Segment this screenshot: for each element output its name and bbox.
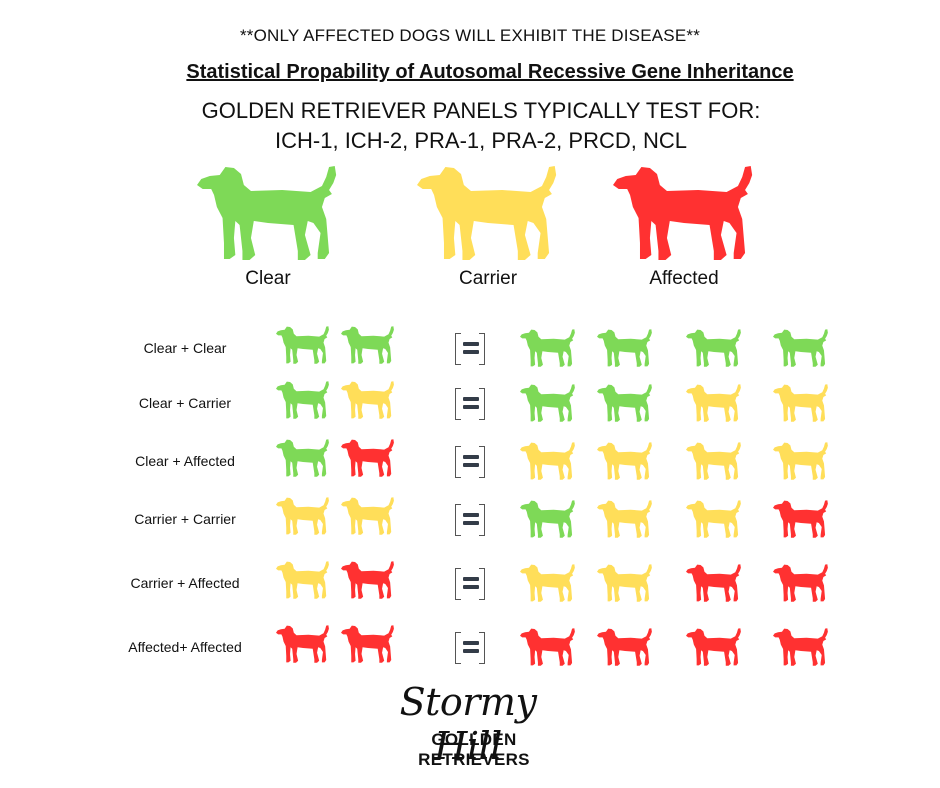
offspring-carrier-dog-icon: [597, 500, 652, 538]
disease-note: **ONLY AFFECTED DOGS WILL EXHIBIT THE DI…: [239, 26, 701, 45]
offspring-carrier-dog-icon: [520, 442, 575, 480]
offspring-carrier-dog-icon: [597, 442, 652, 480]
parent-carrier-dog-icon: [341, 497, 394, 535]
parent-clear-dog-icon: [276, 439, 329, 477]
parent-carrier-dog-icon: [276, 497, 329, 535]
page-title: Statistical Propability of Autosomal Rec…: [186, 61, 794, 83]
offspring-affected-dog-icon: [773, 500, 828, 538]
equals-icon: [455, 446, 485, 478]
offspring-affected-dog-icon: [686, 628, 741, 666]
legend-label-affected: Affected: [649, 268, 719, 289]
brand-name: Stormy Hill: [399, 680, 537, 768]
equals-icon: [455, 504, 485, 536]
parent-affected-dog-icon: [341, 561, 394, 599]
cross-label: Affected+ Affected: [128, 639, 242, 655]
offspring-affected-dog-icon: [686, 564, 741, 602]
offspring-clear-dog-icon: [520, 500, 575, 538]
offspring-affected-dog-icon: [520, 628, 575, 666]
offspring-carrier-dog-icon: [686, 442, 741, 480]
equals-icon: [455, 568, 485, 600]
offspring-clear-dog-icon: [520, 329, 575, 367]
cross-label: Carrier + Carrier: [134, 511, 236, 527]
equals-icon: [455, 632, 485, 664]
parent-carrier-dog-icon: [276, 561, 329, 599]
parent-affected-dog-icon: [341, 439, 394, 477]
legend-clear-dog-icon: [197, 166, 337, 260]
cross-label: Clear + Affected: [135, 453, 235, 469]
cross-label: Clear + Carrier: [138, 395, 232, 411]
offspring-carrier-dog-icon: [520, 564, 575, 602]
offspring-carrier-dog-icon: [686, 384, 741, 422]
offspring-carrier-dog-icon: [773, 442, 828, 480]
equals-icon: [455, 388, 485, 420]
panels-list: ICH-1, ICH-2, PRA-1, PRA-2, PRCD, NCL: [275, 128, 687, 153]
offspring-affected-dog-icon: [773, 564, 828, 602]
parent-affected-dog-icon: [341, 625, 394, 663]
legend-label-clear: Clear: [245, 268, 291, 289]
parent-clear-dog-icon: [341, 326, 394, 364]
offspring-clear-dog-icon: [686, 329, 741, 367]
offspring-clear-dog-icon: [773, 329, 828, 367]
cross-label: Carrier + Affected: [130, 575, 240, 591]
legend-label-carrier: Carrier: [458, 268, 518, 289]
offspring-clear-dog-icon: [520, 384, 575, 422]
offspring-affected-dog-icon: [597, 628, 652, 666]
brand-tagline: GOLLDEN RETRIEVERS: [418, 730, 530, 769]
legend-affected-dog-icon: [613, 166, 753, 260]
panels-heading: GOLDEN RETRIEVER PANELS TYPICALLY TEST F…: [201, 98, 761, 123]
offspring-affected-dog-icon: [773, 628, 828, 666]
parent-clear-dog-icon: [276, 381, 329, 419]
cross-label: Clear + Clear: [143, 340, 227, 356]
offspring-carrier-dog-icon: [686, 500, 741, 538]
legend-carrier-dog-icon: [417, 166, 557, 260]
offspring-clear-dog-icon: [597, 384, 652, 422]
offspring-carrier-dog-icon: [597, 564, 652, 602]
offspring-clear-dog-icon: [597, 329, 652, 367]
parent-clear-dog-icon: [276, 326, 329, 364]
parent-carrier-dog-icon: [341, 381, 394, 419]
equals-icon: [455, 333, 485, 365]
parent-affected-dog-icon: [276, 625, 329, 663]
offspring-carrier-dog-icon: [773, 384, 828, 422]
